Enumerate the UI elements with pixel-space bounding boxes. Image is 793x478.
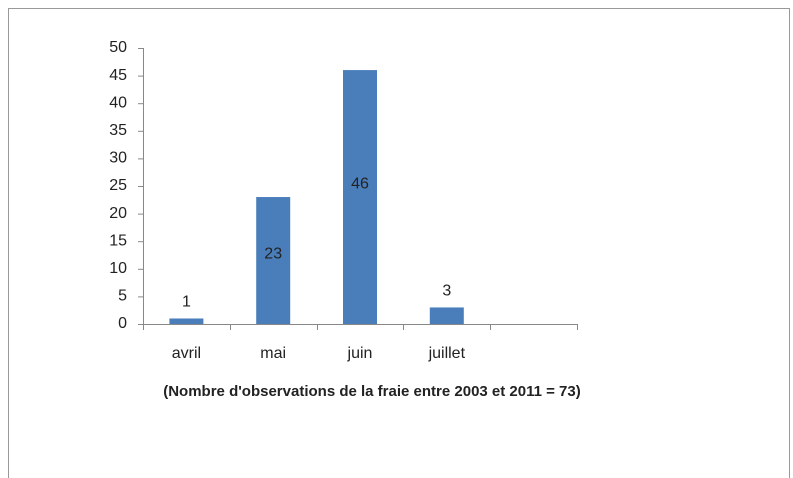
data-label: 46 [351,176,369,193]
y-tick-label: 35 [109,122,127,139]
y-tick-label: 25 [109,177,127,194]
bar [429,307,464,324]
y-tick-label: 20 [109,205,127,222]
x-tick-label: avril [172,345,201,362]
y-tick-label: 15 [109,232,127,249]
bar [169,318,204,324]
y-tick-label: 0 [118,315,127,332]
x-axis-label: (Nombre d'observations de la fraie entre… [163,383,581,400]
bar [343,70,377,324]
x-tick-label: juillet [428,345,466,362]
data-label: 23 [264,245,282,262]
data-label: 3 [442,283,451,300]
y-tick-label: 45 [109,67,127,84]
frame [8,8,790,478]
x-tick-label: mai [260,345,286,362]
y-tick-label: 10 [109,260,127,277]
data-label: 1 [182,294,191,311]
x-tick-label: juin [347,345,373,362]
y-tick-label: 50 [109,39,127,56]
y-tick-label: 5 [118,288,127,305]
y-tick-label: 40 [109,94,127,111]
y-tick-label: 30 [109,150,127,167]
bar [256,197,291,324]
